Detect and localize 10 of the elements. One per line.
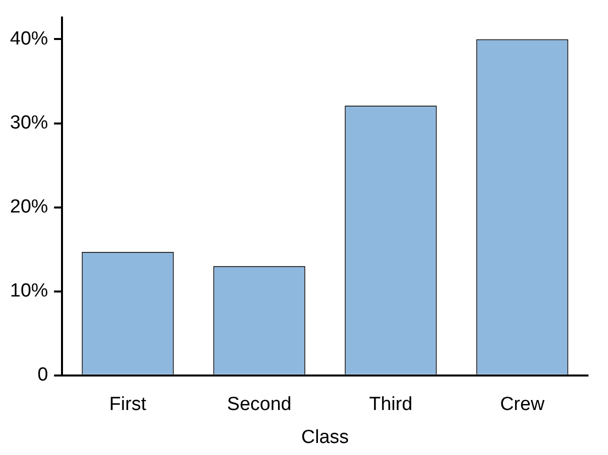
- x-tick-label: Second: [227, 394, 292, 416]
- y-tick-label: 10%: [10, 280, 48, 302]
- x-tick-label: Crew: [500, 394, 545, 416]
- y-tick-label: 20%: [10, 196, 48, 218]
- y-tick-label: 30%: [10, 112, 48, 134]
- x-tick-label: Third: [369, 394, 412, 416]
- x-tick-label: First: [109, 394, 147, 416]
- y-tick-label: 40%: [10, 28, 48, 50]
- x-axis-title: Class: [301, 426, 349, 448]
- y-tick-label: 0: [37, 364, 48, 386]
